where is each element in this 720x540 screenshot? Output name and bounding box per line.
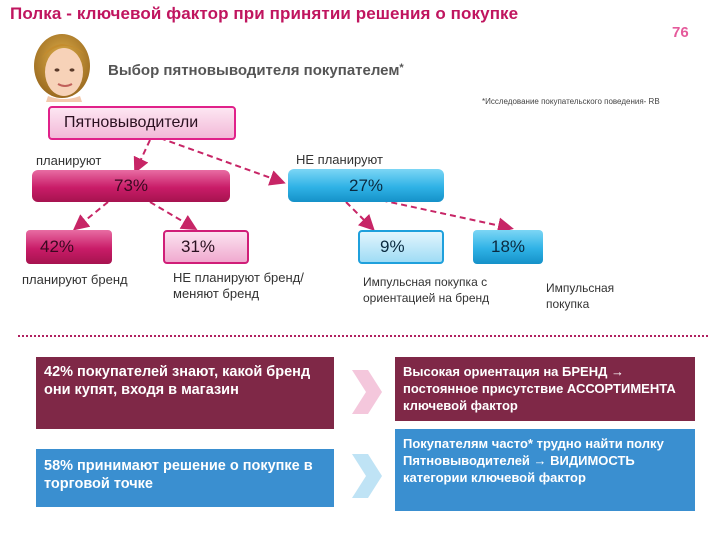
insight-left-text: 58% принимают решение о покупке в торгов… <box>44 458 313 492</box>
subtitle-text: Выбор пятновыводителя покупателем <box>108 62 400 79</box>
leaf-impulse-label: Импульсная покупка <box>546 281 615 311</box>
section-divider <box>18 335 708 337</box>
leaf-value: 18% <box>490 237 526 256</box>
leaf-value: 9% <box>380 237 405 256</box>
root-label: Пятновыводители <box>64 114 199 131</box>
insight-left-2: 58% принимают решение о покупке в торгов… <box>36 449 334 507</box>
leaf-value: 31% <box>181 237 216 256</box>
leaf-impulse: 18% <box>473 230 543 264</box>
insight-right-2: Покупателям часто* трудно найти полку Пя… <box>395 429 695 511</box>
insight-right-1: Высокая ориентация на БРЕНД → постоянное… <box>395 357 695 421</box>
planned-box: 73% <box>32 170 230 202</box>
page-title: Полка - ключевой фактор при принятии реш… <box>10 4 519 23</box>
leaf-no-plan-brand-label: НЕ планируют бренд/ меняют бренд <box>173 270 304 301</box>
unplanned-box: 27% <box>288 169 444 202</box>
unplanned-value: 27% <box>348 175 384 195</box>
arrow-planned-to-brand <box>72 201 109 231</box>
page-number: 76 <box>672 24 689 41</box>
subtitle-asterisk: * <box>399 62 404 74</box>
insight-right-text: Покупателям часто* трудно найти полку Пя… <box>403 436 664 485</box>
diagram-subtitle: Выбор пятновыводителя покупателем* <box>108 62 404 79</box>
leaf-plan-brand: 42% <box>26 230 112 264</box>
arrow-planned-to-nobrand <box>149 201 198 231</box>
leaf-impulse-brand-label: Импульсная покупка с ориентацией на брен… <box>363 275 490 305</box>
unplanned-label: НЕ планируют <box>296 152 383 167</box>
arrow-root-to-planned <box>133 139 151 174</box>
planned-label: планируют <box>36 153 102 168</box>
arrow-right-icon <box>352 370 382 414</box>
source-footnote: *Исследование покупательского поведения-… <box>482 97 660 106</box>
insight-left-text: 42% покупателей знают, какой бренд они к… <box>44 364 311 398</box>
insight-left-1: 42% покупателей знают, какой бренд они к… <box>36 357 334 429</box>
root-box: Пятновыводители <box>48 106 236 140</box>
arrow-root-to-unplanned <box>159 137 286 186</box>
insight-right-text: Высокая ориентация на БРЕНД → постоянное… <box>403 364 676 413</box>
leaf-no-plan-brand: 31% <box>163 230 249 264</box>
arrow-right-icon <box>352 454 382 498</box>
planned-value: 73% <box>113 176 149 195</box>
leaf-value: 42% <box>40 237 75 256</box>
leaf-plan-brand-label: планируют бренд <box>22 272 128 287</box>
arrow-unplanned-to-impulse-brand <box>345 201 375 231</box>
woman-avatar <box>34 34 90 102</box>
leaf-impulse-brand: 9% <box>358 230 444 264</box>
